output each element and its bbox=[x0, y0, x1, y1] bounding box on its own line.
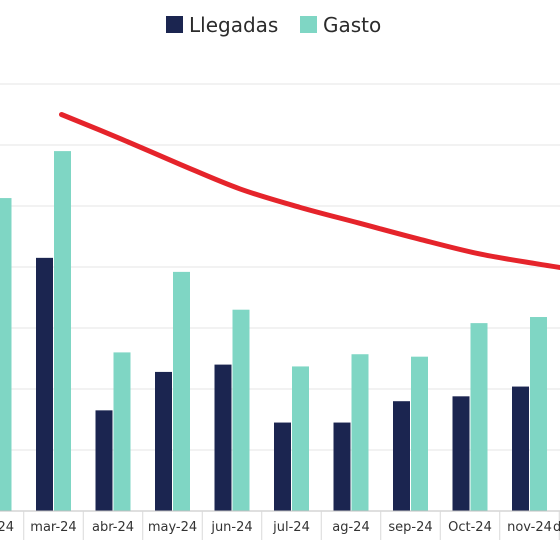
bar-gasto-mar-24 bbox=[54, 151, 71, 511]
gridlines bbox=[0, 83, 560, 451]
legend: Llegadas Gasto bbox=[166, 13, 381, 37]
bar-gasto-jul-24 bbox=[292, 366, 309, 511]
bar-gasto-nov-24 bbox=[530, 317, 547, 511]
bar-llegadas-may-24 bbox=[155, 371, 172, 511]
x-tick-label: d bbox=[553, 520, 560, 535]
bar-gasto-jun-24 bbox=[232, 309, 250, 511]
bar-llegadas-mar-24 bbox=[36, 257, 53, 511]
bar-gasto-abr-24 bbox=[113, 352, 131, 511]
trend-layer bbox=[59, 112, 560, 271]
bar-llegadas-Oct-24 bbox=[452, 396, 470, 511]
bar-llegadas-ag-24 bbox=[333, 422, 351, 511]
legend-item-gasto: Gasto bbox=[300, 13, 381, 37]
x-tick-label: 24 bbox=[0, 520, 14, 535]
x-tick-label: mar-24 bbox=[30, 520, 76, 535]
x-axis: 24 mar-24 abr-24 may-24 jun-24 jul-24 ag-24 sep… bbox=[0, 510, 560, 540]
trend-line bbox=[59, 112, 560, 271]
x-tick-label: Oct-24 bbox=[448, 520, 492, 535]
legend-swatch-gasto bbox=[300, 16, 317, 33]
bar-gasto-feb-24 bbox=[0, 198, 12, 511]
x-tick-label: sep-24 bbox=[388, 520, 432, 535]
x-tick-label: jul-24 bbox=[272, 520, 310, 535]
x-tick-label: ag-24 bbox=[332, 520, 369, 535]
bar-llegadas-nov-24 bbox=[512, 386, 529, 511]
x-tick-label: jun-24 bbox=[210, 520, 252, 535]
bar-llegadas-sep-24 bbox=[393, 401, 410, 511]
legend-label-gasto: Gasto bbox=[323, 13, 381, 37]
x-tick-label: may-24 bbox=[148, 520, 197, 535]
bar-gasto-ag-24 bbox=[351, 354, 369, 511]
bar-gasto-Oct-24 bbox=[470, 323, 488, 511]
bar-llegadas-abr-24 bbox=[95, 410, 113, 511]
legend-label-llegadas: Llegadas bbox=[189, 13, 278, 37]
bar-llegadas-jun-24 bbox=[214, 364, 232, 511]
legend-item-llegadas: Llegadas bbox=[166, 13, 278, 37]
bar-gasto-may-24 bbox=[173, 271, 190, 511]
legend-swatch-llegadas bbox=[166, 16, 183, 33]
bar-gasto-sep-24 bbox=[411, 356, 428, 511]
x-tick-label: nov-24 bbox=[507, 520, 552, 535]
bar-llegadas-jul-24 bbox=[274, 422, 291, 511]
bars bbox=[0, 151, 547, 511]
x-tick-label: abr-24 bbox=[92, 520, 134, 535]
